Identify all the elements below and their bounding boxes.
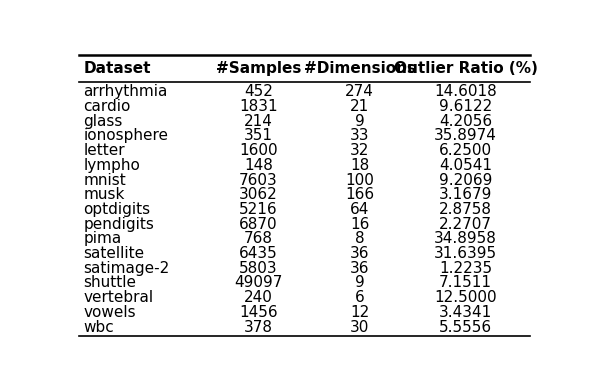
Text: 1600: 1600 (239, 143, 278, 158)
Text: 16: 16 (350, 217, 369, 232)
Text: 6870: 6870 (239, 217, 278, 232)
Text: pima: pima (83, 231, 122, 247)
Text: 5803: 5803 (239, 261, 278, 276)
Text: 378: 378 (244, 319, 273, 334)
Text: mnist: mnist (83, 172, 126, 187)
Text: vertebral: vertebral (83, 290, 154, 305)
Text: 21: 21 (350, 99, 369, 114)
Text: 14.6018: 14.6018 (434, 84, 497, 99)
Text: 9: 9 (355, 275, 365, 290)
Text: arrhythmia: arrhythmia (83, 84, 168, 99)
Text: 214: 214 (244, 114, 273, 129)
Text: 1.2235: 1.2235 (439, 261, 492, 276)
Text: 6: 6 (355, 290, 365, 305)
Text: 7603: 7603 (239, 172, 278, 187)
Text: vowels: vowels (83, 305, 136, 320)
Text: #Samples: #Samples (216, 61, 301, 76)
Text: 31.6395: 31.6395 (434, 246, 497, 261)
Text: 5.5556: 5.5556 (439, 319, 492, 334)
Text: glass: glass (83, 114, 123, 129)
Text: 34.8958: 34.8958 (434, 231, 497, 247)
Text: satellite: satellite (83, 246, 144, 261)
Text: 274: 274 (345, 84, 374, 99)
Text: 30: 30 (350, 319, 369, 334)
Text: 9.6122: 9.6122 (439, 99, 492, 114)
Text: 36: 36 (350, 246, 369, 261)
Text: 240: 240 (244, 290, 273, 305)
Text: 452: 452 (244, 84, 273, 99)
Text: pendigits: pendigits (83, 217, 154, 232)
Text: 2.8758: 2.8758 (439, 202, 492, 217)
Text: musk: musk (83, 187, 125, 202)
Text: 5216: 5216 (239, 202, 278, 217)
Text: 6.2500: 6.2500 (439, 143, 492, 158)
Text: 49097: 49097 (234, 275, 283, 290)
Text: letter: letter (83, 143, 125, 158)
Text: cardio: cardio (83, 99, 131, 114)
Text: #Dimensions: #Dimensions (304, 61, 416, 76)
Text: 64: 64 (350, 202, 369, 217)
Text: 768: 768 (244, 231, 273, 247)
Text: 166: 166 (345, 187, 374, 202)
Text: 8: 8 (355, 231, 365, 247)
Text: Outlier Ratio (%): Outlier Ratio (%) (394, 61, 538, 76)
Text: lympho: lympho (83, 158, 140, 173)
Text: wbc: wbc (83, 319, 114, 334)
Text: 35.8974: 35.8974 (434, 128, 497, 144)
Text: 9: 9 (355, 114, 365, 129)
Text: 7.1511: 7.1511 (439, 275, 492, 290)
Text: 18: 18 (350, 158, 369, 173)
Text: 100: 100 (345, 172, 374, 187)
Text: 2.2707: 2.2707 (439, 217, 492, 232)
Text: satimage-2: satimage-2 (83, 261, 170, 276)
Text: Dataset: Dataset (83, 61, 151, 76)
Text: 1456: 1456 (239, 305, 278, 320)
Text: 12.5000: 12.5000 (434, 290, 497, 305)
Text: 351: 351 (244, 128, 273, 144)
Text: 32: 32 (350, 143, 369, 158)
Text: ionosphere: ionosphere (83, 128, 169, 144)
Text: 12: 12 (350, 305, 369, 320)
Text: 6435: 6435 (239, 246, 278, 261)
Text: 9.2069: 9.2069 (439, 172, 492, 187)
Text: 33: 33 (350, 128, 369, 144)
Text: 148: 148 (244, 158, 273, 173)
Text: 4.0541: 4.0541 (439, 158, 492, 173)
Text: 4.2056: 4.2056 (439, 114, 492, 129)
Text: 1831: 1831 (239, 99, 278, 114)
Text: shuttle: shuttle (83, 275, 137, 290)
Text: 3.1679: 3.1679 (439, 187, 492, 202)
Text: 3.4341: 3.4341 (439, 305, 492, 320)
Text: 3062: 3062 (239, 187, 278, 202)
Text: 36: 36 (350, 261, 369, 276)
Text: optdigits: optdigits (83, 202, 151, 217)
